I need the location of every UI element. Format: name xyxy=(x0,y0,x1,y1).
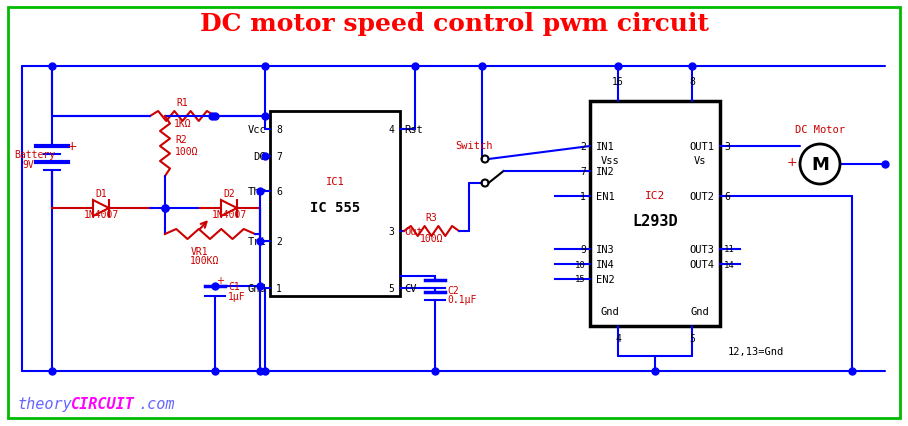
Text: 100Ω: 100Ω xyxy=(175,147,199,157)
Text: 11: 11 xyxy=(724,245,735,254)
Text: 6: 6 xyxy=(276,187,281,196)
Text: Vs: Vs xyxy=(694,155,706,165)
Text: 7: 7 xyxy=(276,152,281,161)
Text: 100KΩ: 100KΩ xyxy=(191,256,220,265)
Text: 6: 6 xyxy=(724,192,730,201)
Bar xyxy=(270,112,400,296)
Text: 2: 2 xyxy=(276,236,281,246)
Text: 3: 3 xyxy=(388,227,394,236)
Text: Vcc: Vcc xyxy=(247,125,266,135)
Text: IN1: IN1 xyxy=(596,142,615,152)
Text: 5: 5 xyxy=(388,283,394,294)
Text: .com: .com xyxy=(138,396,174,411)
Text: +: + xyxy=(66,140,77,153)
Text: theory: theory xyxy=(18,396,73,411)
Text: CV: CV xyxy=(404,283,417,294)
Text: D1: D1 xyxy=(95,189,107,199)
Text: IN3: IN3 xyxy=(596,245,615,254)
Text: Gnd: Gnd xyxy=(600,306,619,316)
Text: IN2: IN2 xyxy=(596,167,615,177)
Text: DC motor speed control pwm circuit: DC motor speed control pwm circuit xyxy=(200,12,708,36)
Text: Thr: Thr xyxy=(247,187,266,196)
Text: Switch: Switch xyxy=(455,141,492,151)
Text: R3: R3 xyxy=(426,213,438,222)
Text: R1: R1 xyxy=(177,98,188,108)
Text: 16: 16 xyxy=(612,77,624,87)
Circle shape xyxy=(800,145,840,184)
Text: 1: 1 xyxy=(276,283,281,294)
Text: 9V: 9V xyxy=(22,160,34,170)
Text: L293D: L293D xyxy=(632,213,677,228)
Text: 1N4007: 1N4007 xyxy=(84,210,119,219)
Text: DC: DC xyxy=(253,152,266,161)
Text: Gnd: Gnd xyxy=(691,306,709,316)
Text: 10: 10 xyxy=(576,260,586,269)
Text: CIRCUIT: CIRCUIT xyxy=(70,396,133,411)
Text: Tri: Tri xyxy=(247,236,266,246)
Text: R2: R2 xyxy=(175,135,187,145)
Bar xyxy=(590,102,720,326)
Text: IC 555: IC 555 xyxy=(310,201,360,215)
Text: 4: 4 xyxy=(615,333,621,343)
Text: 100Ω: 100Ω xyxy=(419,233,443,243)
Text: OUT3: OUT3 xyxy=(689,245,714,254)
Text: 8: 8 xyxy=(276,125,281,135)
Polygon shape xyxy=(221,201,237,216)
Text: Gnd: Gnd xyxy=(247,283,266,294)
Text: IC2: IC2 xyxy=(645,191,666,201)
Text: Rst: Rst xyxy=(404,125,423,135)
Text: IN4: IN4 xyxy=(596,259,615,269)
Text: +: + xyxy=(786,155,797,168)
Text: M: M xyxy=(811,155,829,173)
Text: 8: 8 xyxy=(689,77,695,87)
Text: 1: 1 xyxy=(580,192,586,201)
Text: 1N4007: 1N4007 xyxy=(212,210,247,219)
Text: C1: C1 xyxy=(228,281,240,291)
Text: 4: 4 xyxy=(388,125,394,135)
Text: 1KΩ: 1KΩ xyxy=(173,119,192,129)
Text: 5: 5 xyxy=(689,333,695,343)
Text: 2: 2 xyxy=(580,142,586,152)
Text: C2: C2 xyxy=(447,285,459,295)
Text: Vss: Vss xyxy=(600,155,619,165)
Text: IC1: IC1 xyxy=(326,177,344,187)
Polygon shape xyxy=(93,201,109,216)
Text: OUT1: OUT1 xyxy=(689,142,714,152)
Text: 3: 3 xyxy=(724,142,730,152)
Text: EN1: EN1 xyxy=(596,192,615,201)
Text: 12,13=Gnd: 12,13=Gnd xyxy=(728,346,785,356)
Text: D2: D2 xyxy=(223,189,235,199)
Text: 14: 14 xyxy=(724,260,735,269)
Text: Out: Out xyxy=(404,227,423,236)
Text: 15: 15 xyxy=(576,275,586,284)
Text: 9: 9 xyxy=(580,245,586,254)
Text: 1µF: 1µF xyxy=(228,291,246,301)
Text: OUT4: OUT4 xyxy=(689,259,714,269)
Text: EN2: EN2 xyxy=(596,274,615,284)
Text: Battery: Battery xyxy=(14,150,55,160)
Text: +: + xyxy=(216,275,224,285)
Text: DC Motor: DC Motor xyxy=(795,125,845,135)
Text: VR1: VR1 xyxy=(192,246,209,256)
Text: 0.1µF: 0.1µF xyxy=(447,294,477,304)
Text: 7: 7 xyxy=(580,167,586,177)
Text: OUT2: OUT2 xyxy=(689,192,714,201)
